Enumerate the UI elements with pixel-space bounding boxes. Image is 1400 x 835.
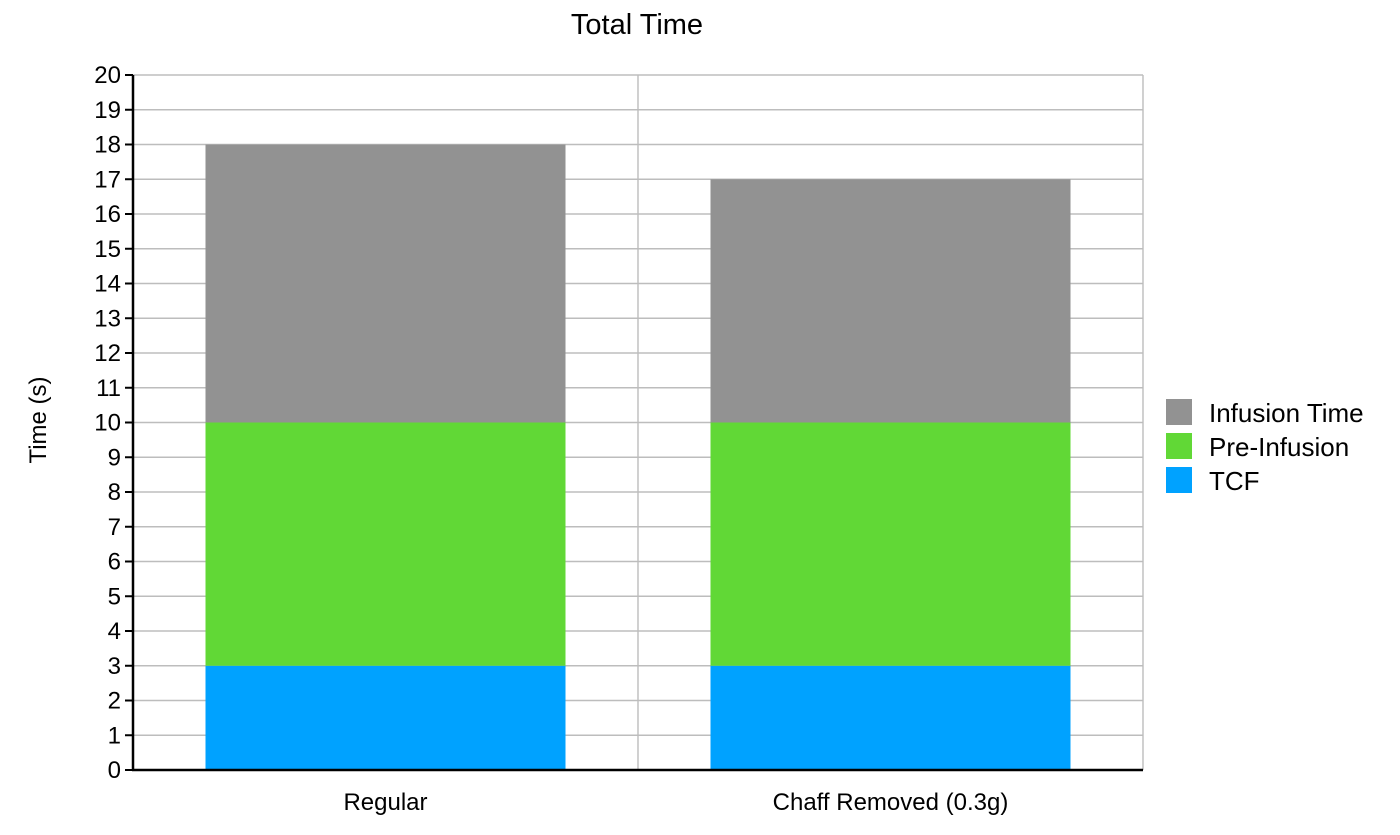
x-category-label: Regular: [343, 789, 427, 816]
bar-segment-infusion-time: [205, 144, 566, 423]
bar-segment-pre-infusion: [205, 422, 566, 666]
legend-label-infusion-time: Infusion Time: [1209, 398, 1364, 428]
bar-segment-tcf: [205, 665, 566, 770]
y-axis-title: Time (s): [25, 376, 52, 463]
bar-segment-infusion-time: [710, 179, 1071, 423]
y-tick-label: 16: [94, 201, 121, 228]
y-tick-label: 11: [96, 375, 121, 402]
y-tick-label: 8: [108, 479, 121, 506]
y-tick-label: 1: [108, 722, 121, 749]
bar-segment-tcf: [710, 665, 1071, 770]
y-tick-label: 17: [94, 166, 121, 193]
y-tick-label: 3: [108, 653, 121, 680]
y-tick-label: 9: [108, 444, 121, 471]
legend-label-pre-infusion: Pre-Infusion: [1209, 432, 1349, 462]
legend-swatch-tcf: [1166, 467, 1192, 493]
y-tick-label: 0: [108, 757, 121, 784]
legend: Infusion Time Pre-Infusion TCF: [1166, 398, 1364, 496]
chart-title: Total Time: [571, 9, 703, 41]
y-tick-label: 19: [94, 97, 121, 124]
legend-swatch-infusion-time: [1166, 399, 1192, 425]
y-tick-label: 7: [108, 514, 121, 541]
y-tick-label: 2: [108, 688, 121, 715]
y-tick-label: 15: [94, 236, 121, 263]
y-tick-label: 6: [108, 549, 121, 576]
y-tick-label: 12: [94, 340, 121, 367]
y-tick-label: 18: [94, 132, 121, 159]
y-tick-label: 14: [94, 271, 121, 298]
bar-segment-pre-infusion: [710, 422, 1071, 666]
x-category-label: Chaff Removed (0.3g): [773, 789, 1009, 816]
legend-label-tcf: TCF: [1209, 466, 1260, 496]
y-tick-label: 4: [108, 618, 121, 645]
legend-swatch-pre-infusion: [1166, 433, 1192, 459]
y-tick-label: 20: [94, 62, 121, 89]
y-tick-label: 5: [108, 583, 121, 610]
y-tick-label: 13: [94, 305, 121, 332]
y-tick-label: 10: [94, 410, 121, 437]
